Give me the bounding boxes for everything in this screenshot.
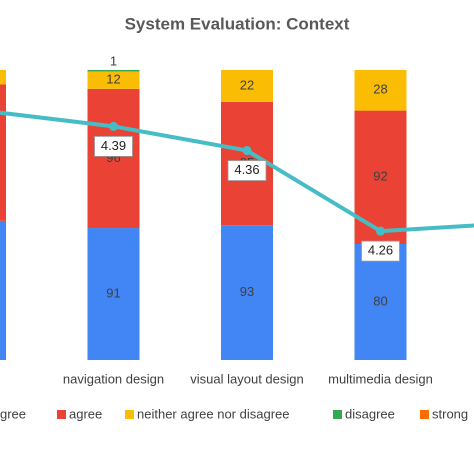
line-marker — [376, 226, 385, 236]
line-marker — [109, 121, 118, 131]
legend-label: disagree — [345, 406, 395, 421]
data-label-box — [94, 135, 133, 157]
bar-segment — [87, 71, 140, 89]
data-label: 4.36 — [234, 162, 259, 177]
data-label-box — [361, 240, 400, 262]
line-marker — [242, 146, 252, 156]
legend-swatch — [57, 410, 66, 419]
legend-swatch — [125, 410, 134, 419]
bar-segment — [0, 70, 6, 85]
legend-label: agree — [69, 406, 102, 421]
legend-swatch — [420, 410, 429, 419]
bar-segment — [354, 70, 407, 111]
data-label: 91 — [106, 285, 120, 300]
data-label: 28 — [373, 82, 387, 97]
data-label: 12 — [106, 72, 120, 87]
x-tick-label: navigation design — [63, 371, 164, 386]
data-label: 4.39 — [101, 138, 126, 153]
data-label: 92 — [373, 169, 387, 184]
data-label-box — [227, 160, 267, 181]
data-label: 80 — [373, 293, 387, 308]
bar-segment — [87, 228, 140, 360]
data-label: 4.26 — [368, 243, 393, 258]
chart-title: System Evaluation: Context — [125, 14, 350, 33]
legend-label: gree — [0, 406, 26, 421]
legend-swatch — [333, 410, 342, 419]
bar-segment — [354, 244, 407, 360]
bar-segment — [221, 225, 273, 360]
bar-segment — [0, 84, 6, 221]
bar-segment — [87, 70, 140, 72]
data-label: 22 — [240, 77, 254, 92]
x-tick-label: visual layout design — [190, 371, 303, 386]
x-tick-label: multimedia design — [328, 371, 433, 386]
data-label: 93 — [240, 284, 254, 299]
bar-segment — [87, 88, 140, 229]
legend-label: strong — [432, 406, 468, 421]
bar-segment — [221, 70, 273, 102]
data-label: 1 — [110, 53, 117, 68]
legend-label: neither agree nor disagree — [137, 406, 290, 421]
bar-segment — [0, 220, 6, 360]
